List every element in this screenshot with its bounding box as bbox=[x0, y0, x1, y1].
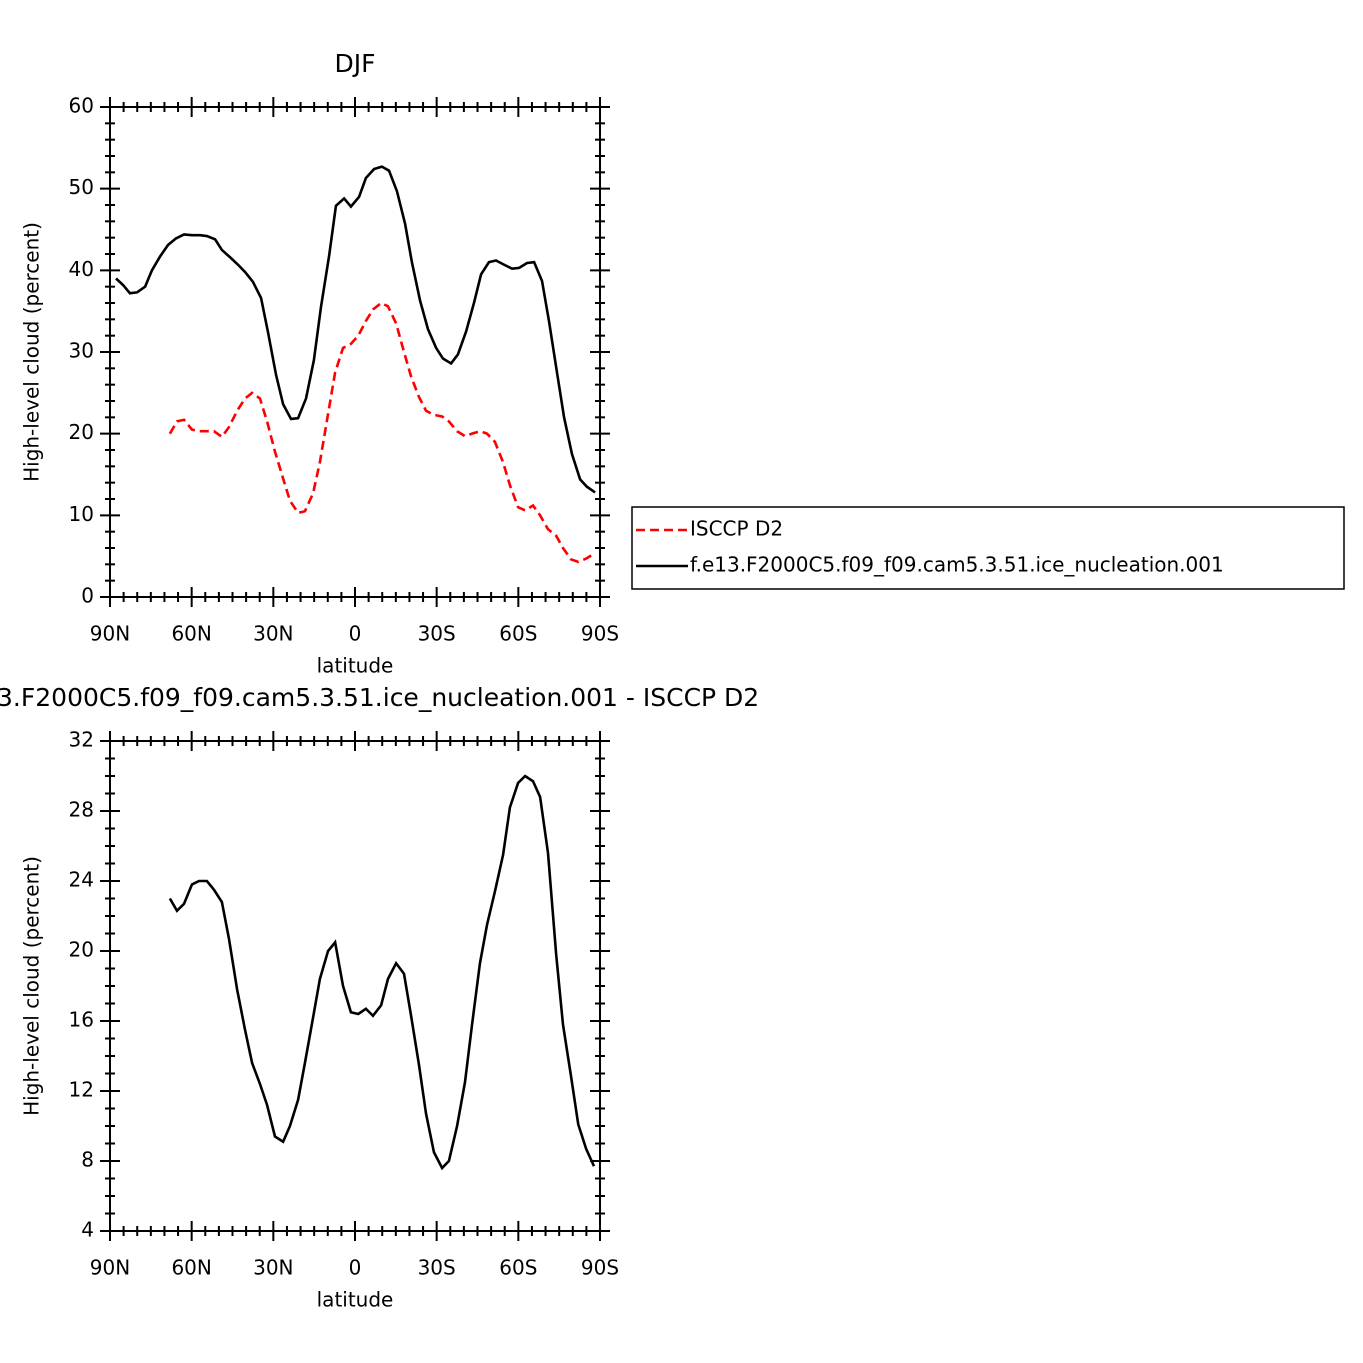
y-tick-label: 50 bbox=[69, 175, 94, 199]
y-tick-label: 24 bbox=[69, 868, 94, 892]
y-tick-label: 20 bbox=[69, 420, 94, 444]
x-tick-label: 90S bbox=[581, 622, 619, 646]
x-tick-label: 30S bbox=[418, 1256, 456, 1280]
legend-label: f.e13.F2000C5.f09_f09.cam5.3.51.ice_nucl… bbox=[690, 553, 1224, 577]
data-line bbox=[168, 301, 595, 564]
y-tick-label: 40 bbox=[69, 257, 94, 281]
x-tick-label: 30N bbox=[253, 1256, 293, 1280]
x-tick-label: 90N bbox=[90, 1256, 130, 1280]
x-tick-label: 90S bbox=[581, 1256, 619, 1280]
y-tick-label: 16 bbox=[69, 1008, 94, 1032]
x-tick-label: 60S bbox=[499, 622, 537, 646]
y-tick-label: 0 bbox=[81, 584, 94, 608]
legend-label: ISCCP D2 bbox=[690, 517, 783, 541]
x-tick-label: 0 bbox=[349, 622, 362, 646]
y-tick-label: 12 bbox=[69, 1078, 94, 1102]
x-tick-label: 30S bbox=[418, 622, 456, 646]
legend-box bbox=[631, 506, 1345, 590]
chart-title: DJF bbox=[334, 49, 375, 78]
y-tick-label: 8 bbox=[81, 1148, 94, 1172]
y-tick-label: 60 bbox=[69, 94, 94, 118]
data-line bbox=[168, 774, 596, 1171]
x-axis-label: latitude bbox=[317, 1288, 394, 1312]
x-tick-label: 90N bbox=[90, 622, 130, 646]
plot-frame bbox=[109, 740, 601, 1232]
x-tick-label: 30N bbox=[253, 622, 293, 646]
x-tick-label: 0 bbox=[349, 1256, 362, 1280]
y-axis-label: High-level cloud (percent) bbox=[20, 222, 44, 482]
x-axis-label: latitude bbox=[317, 654, 394, 678]
legend: ISCCP D2 f.e13.F2000C5.f09_f09.cam5.3.51.… bbox=[631, 506, 1345, 590]
data-line bbox=[115, 165, 596, 494]
y-tick-label: 4 bbox=[81, 1218, 94, 1242]
x-tick-label: 60N bbox=[171, 1256, 211, 1280]
y-axis-label: High-level cloud (percent) bbox=[20, 856, 44, 1116]
x-tick-label: 60N bbox=[171, 622, 211, 646]
y-tick-label: 20 bbox=[69, 938, 94, 962]
y-tick-label: 30 bbox=[69, 339, 94, 363]
chart-title: f.e13.F2000C5.f09_f09.cam5.3.51.ice_nucl… bbox=[0, 683, 759, 712]
y-tick-label: 28 bbox=[69, 798, 94, 822]
plot-frame bbox=[109, 106, 601, 598]
y-tick-label: 32 bbox=[69, 728, 94, 752]
x-tick-label: 60S bbox=[499, 1256, 537, 1280]
y-tick-label: 10 bbox=[69, 502, 94, 526]
